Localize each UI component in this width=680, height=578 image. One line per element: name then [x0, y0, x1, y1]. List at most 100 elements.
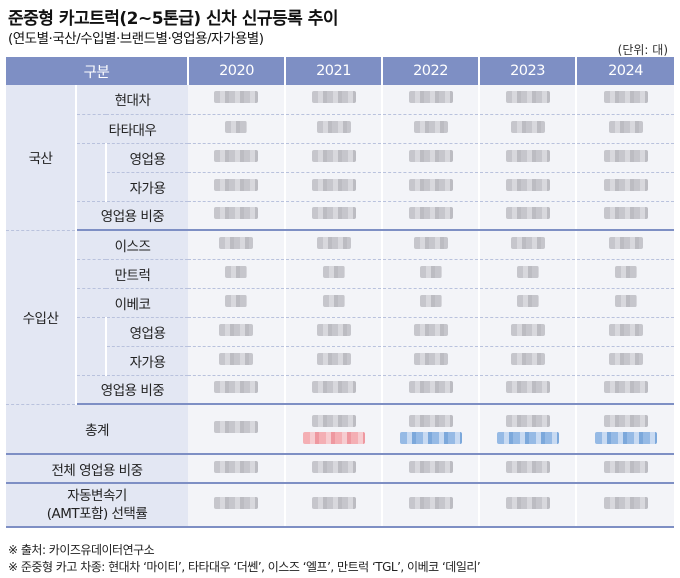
redacted-value	[188, 346, 287, 376]
redacted-value	[188, 404, 287, 455]
redacted-value	[382, 201, 481, 231]
redacted-value	[285, 172, 384, 202]
redacted-value	[382, 172, 481, 202]
table-row: 타타대우	[6, 114, 675, 144]
redacted-value	[382, 317, 481, 347]
row-label-amt-line1: 자동변속기	[67, 488, 127, 504]
redacted-value	[479, 346, 578, 376]
table-row: 영업용 비중	[6, 375, 675, 405]
redacted-value	[285, 375, 384, 405]
redacted-value	[576, 454, 675, 484]
redacted-value	[188, 143, 287, 173]
row-label-private: 자가용	[106, 346, 189, 376]
redacted-value	[285, 483, 384, 528]
redacted-value	[382, 259, 481, 289]
header-row: 구분 2020 2021 2022 2023 2024	[6, 57, 675, 85]
redacted-value	[479, 85, 578, 115]
row-label-imported-ratio: 영업용 비중	[76, 375, 189, 405]
redacted-value	[188, 288, 287, 318]
redacted-value	[188, 230, 287, 260]
row-label-amt-line2: (AMT포함) 선택률	[46, 506, 148, 522]
redacted-value	[382, 230, 481, 260]
page-subtitle: (연도별·국산/수입별·브랜드별·영업용/자가용별)	[8, 31, 264, 47]
redacted-value	[382, 288, 481, 318]
redacted-value	[479, 375, 578, 405]
footnote-models: ※ 준중형 카고 차종: 현대차 ‘마이티’, 타타대우 ‘더쎈’, 이스즈 ‘…	[8, 560, 481, 574]
registration-table: 구분 2020 2021 2022 2023 2024 국산 현대차 타타대우	[6, 57, 675, 528]
footnote-source: ※ 출처: 카이즈유데이터연구소	[8, 543, 155, 557]
row-label-iveco: 이베코	[76, 288, 189, 318]
header-category: 구분	[6, 57, 190, 85]
redacted-value	[188, 454, 287, 484]
redacted-value	[479, 483, 578, 528]
table-row: 영업용 비중	[6, 201, 675, 231]
redacted-value	[382, 404, 481, 455]
table-row: 국산 현대차	[6, 85, 675, 231]
redacted-value	[285, 346, 384, 376]
row-label-man-truck: 만트럭	[76, 259, 189, 289]
table-row: 총계	[6, 404, 675, 455]
redacted-value	[285, 259, 384, 289]
sub-group-spacer	[76, 143, 107, 202]
redacted-value	[479, 259, 578, 289]
redacted-value	[576, 375, 675, 405]
header-year-2024: 2024	[576, 57, 675, 85]
redacted-value	[188, 201, 287, 231]
table-row: 자가용	[6, 346, 675, 376]
redacted-value	[285, 288, 384, 318]
redacted-value	[479, 143, 578, 173]
redacted-value	[285, 230, 384, 260]
group-label-imported: 수입산	[6, 230, 77, 405]
redacted-value	[479, 454, 578, 484]
redacted-value	[479, 201, 578, 231]
table-row: 수입산 이스즈	[6, 230, 675, 405]
redacted-value	[479, 114, 578, 144]
redacted-value	[188, 317, 287, 347]
row-label-total: 총계	[6, 404, 189, 455]
unit-label: (단위: 대)	[617, 43, 668, 57]
header-year-2022: 2022	[382, 57, 481, 85]
redacted-value	[188, 114, 287, 144]
redacted-value	[576, 172, 675, 202]
row-label-amt: 자동변속기 (AMT포함) 선택률	[6, 483, 189, 528]
redacted-value	[576, 259, 675, 289]
row-label-isuzu: 이스즈	[76, 230, 189, 260]
table-row: 영업용	[6, 317, 675, 376]
row-label-domestic-ratio: 영업용 비중	[76, 201, 189, 231]
row-label-overall-ratio: 전체 영업용 비중	[6, 454, 189, 484]
redacted-value	[285, 85, 384, 115]
table-row: 만트럭	[6, 259, 675, 289]
row-label-commercial: 영업용	[106, 317, 189, 347]
redacted-value	[576, 288, 675, 318]
row-label-private: 자가용	[106, 172, 189, 202]
redacted-value	[576, 143, 675, 173]
group-label-domestic: 국산	[6, 85, 77, 231]
redacted-value	[285, 201, 384, 231]
redacted-value	[479, 172, 578, 202]
redacted-value	[382, 346, 481, 376]
redacted-value	[576, 114, 675, 144]
table-row: 전체 영업용 비중	[6, 454, 675, 484]
redacted-value	[382, 85, 481, 115]
row-label-commercial: 영업용	[106, 143, 189, 173]
redacted-value	[285, 404, 384, 455]
redacted-value	[285, 454, 384, 484]
redacted-value	[576, 230, 675, 260]
page-title: 준중형 카고트럭(2~5톤급) 신차 신규등록 추이	[8, 9, 339, 29]
redacted-value	[382, 483, 481, 528]
redacted-value	[382, 114, 481, 144]
row-label-tata-daewoo: 타타대우	[76, 114, 189, 144]
redacted-value	[188, 172, 287, 202]
redacted-value	[576, 85, 675, 115]
redacted-value	[479, 404, 578, 455]
header-year-2023: 2023	[479, 57, 578, 85]
redacted-value	[188, 483, 287, 528]
redacted-value	[382, 454, 481, 484]
table-row: 이베코	[6, 288, 675, 318]
redacted-value	[285, 143, 384, 173]
redacted-value	[188, 85, 287, 115]
table-row: 자가용	[6, 172, 675, 202]
redacted-value	[479, 317, 578, 347]
redacted-value	[576, 346, 675, 376]
redacted-value	[576, 483, 675, 528]
